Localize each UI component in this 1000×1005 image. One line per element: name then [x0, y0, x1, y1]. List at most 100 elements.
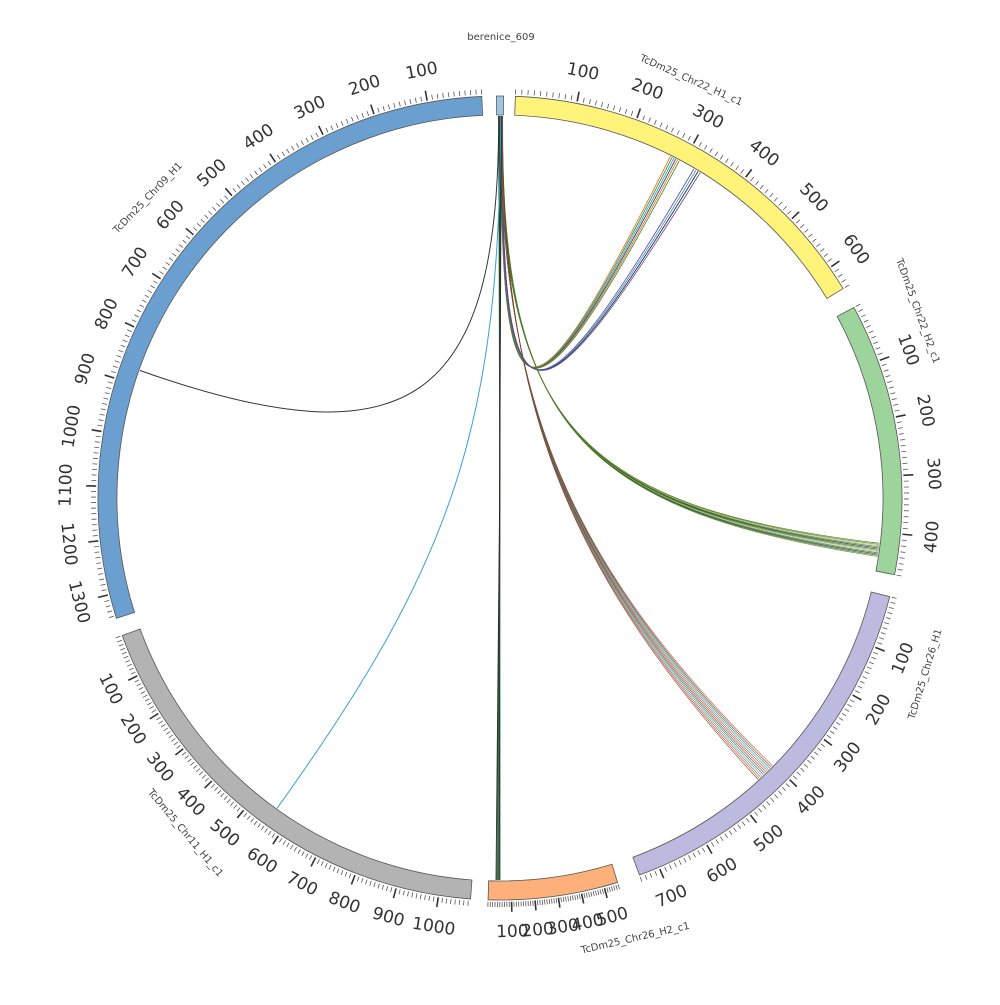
tick-minor	[900, 552, 905, 553]
tick-minor	[688, 136, 690, 140]
tick-minor	[720, 155, 723, 159]
tick-minor	[290, 845, 293, 849]
tick-minor	[683, 133, 685, 137]
tick-minor	[583, 98, 584, 103]
tick-minor	[246, 178, 249, 182]
ideogram-tcdm25-chr22-h2-c1	[837, 307, 902, 574]
tick-minor	[575, 895, 576, 900]
tick-minor	[699, 142, 701, 146]
tick-minor	[331, 126, 333, 131]
tick-minor	[386, 886, 387, 891]
tick-minor	[893, 404, 898, 405]
tick-minor	[763, 805, 766, 809]
tick-minor	[108, 382, 113, 383]
tick-minor	[237, 807, 240, 811]
tick-minor	[432, 95, 433, 100]
tick-minor	[294, 847, 297, 851]
tick-minor	[106, 606, 111, 607]
tick-minor	[296, 143, 298, 147]
tick-minor	[214, 787, 217, 791]
tick-minor	[738, 825, 741, 829]
tick-minor	[804, 229, 808, 232]
tick-major	[535, 900, 536, 910]
tick-minor	[100, 414, 105, 415]
tick-minor	[845, 285, 849, 288]
tick-minor	[119, 644, 124, 646]
tick-minor	[287, 149, 290, 153]
tick-minor	[725, 159, 728, 163]
tick-major	[92, 430, 102, 432]
tick-minor	[613, 105, 614, 110]
tick-minor	[865, 672, 870, 674]
tick-major	[105, 375, 115, 378]
tick-minor	[205, 215, 209, 218]
tick-minor	[283, 840, 286, 844]
tick-minor	[568, 896, 569, 901]
tick-label-tcdm25-chr22-h2-c1: 200	[912, 393, 938, 429]
tick-minor	[143, 695, 147, 697]
tick-minor	[595, 891, 596, 896]
tick-minor	[886, 617, 891, 618]
tick-minor	[367, 111, 369, 116]
tick-minor	[291, 146, 294, 150]
tick-minor	[898, 428, 903, 429]
tick-minor	[96, 436, 101, 437]
tick-minor	[812, 239, 816, 242]
tick-minor	[751, 177, 754, 181]
tick-minor	[345, 872, 347, 877]
tick-minor	[889, 387, 894, 388]
tick-minor	[103, 398, 108, 399]
tick-minor	[797, 772, 801, 775]
tick-minor	[821, 744, 825, 747]
tick-minor	[100, 584, 105, 585]
tick-major	[152, 273, 160, 278]
tick-minor	[579, 894, 580, 899]
tick-minor	[230, 802, 233, 806]
tick-minor	[139, 687, 143, 689]
tick-minor	[446, 898, 447, 903]
tick-minor	[404, 100, 405, 105]
tick-minor	[892, 597, 897, 598]
tick-minor	[571, 95, 572, 100]
tick-minor	[864, 320, 869, 322]
tick-minor	[159, 721, 163, 724]
tick-major	[582, 894, 584, 904]
tick-minor	[858, 309, 862, 311]
tick-minor	[816, 244, 820, 247]
tick-minor	[97, 568, 102, 569]
tick-minor	[374, 882, 376, 887]
tick-label-tcdm25-chr09-h1: 1300	[64, 579, 94, 626]
link-tcdm25-chr26-h1	[500, 116, 769, 768]
tick-minor	[99, 420, 104, 421]
tick-minor	[391, 887, 392, 892]
tick-minor	[442, 898, 443, 903]
tick-major	[205, 781, 212, 788]
tick-minor	[828, 259, 832, 262]
tick-minor	[218, 790, 221, 794]
tick-minor	[107, 611, 112, 612]
tick-minor	[862, 676, 866, 678]
tick-label-tcdm25-chr09-h1: 400	[240, 120, 278, 155]
tick-minor	[221, 793, 224, 797]
tick-label-tcdm25-chr09-h1: 200	[346, 71, 383, 100]
tick-minor	[309, 855, 311, 859]
tick-minor	[247, 816, 250, 820]
tick-label-tcdm25-chr11-h1-c1: 200	[116, 710, 150, 748]
tick-minor	[742, 821, 745, 825]
tick-minor	[123, 340, 128, 342]
tick-minor	[650, 873, 652, 878]
tick-minor	[788, 211, 792, 215]
tick-minor	[589, 99, 590, 104]
tick-minor	[890, 393, 895, 394]
tick-minor	[127, 330, 132, 332]
tick-major	[98, 595, 108, 597]
tick-minor	[850, 700, 854, 702]
tick-minor	[196, 769, 200, 772]
tick-minor	[171, 738, 175, 741]
tick-minor	[321, 861, 323, 865]
tick-minor	[897, 575, 902, 576]
tick-minor	[584, 893, 585, 898]
tick-minor	[102, 403, 107, 404]
tick-minor	[301, 141, 303, 145]
tick-label-tcdm25-chr22-h1-c1: 600	[838, 231, 873, 269]
